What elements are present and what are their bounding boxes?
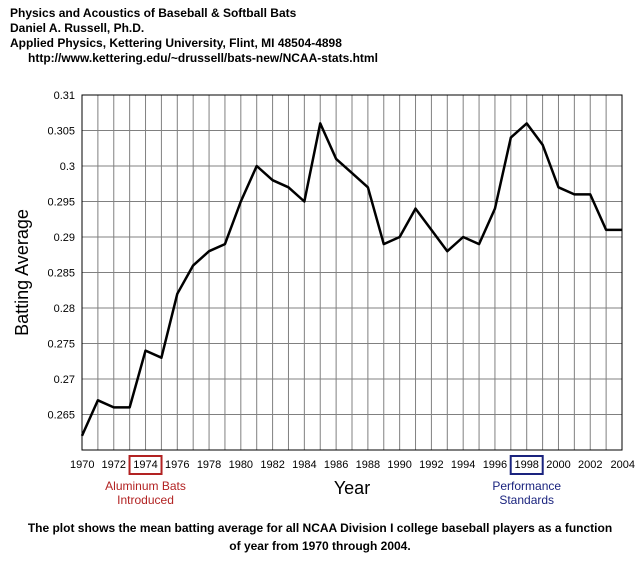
- x-tick-label: 1988: [356, 459, 380, 471]
- data-point: [129, 406, 131, 408]
- data-point: [478, 243, 480, 245]
- data-point: [367, 186, 369, 188]
- data-point: [287, 186, 290, 188]
- y-tick-label: 0.29: [54, 232, 75, 244]
- annotation-box: [128, 455, 163, 475]
- data-point: [335, 158, 337, 160]
- caption-line-2: of year from 1970 through 2004.: [229, 539, 411, 553]
- data-point: [526, 122, 528, 124]
- x-tick-label: 2004: [611, 459, 635, 471]
- data-point: [351, 172, 353, 174]
- batting-average-chart: 0.265 0.27 0.275 0.28 0.285 0.29 0.295 0.3 0.305…: [12, 90, 635, 507]
- plot-frame: [81, 94, 623, 451]
- annotation-label-line-2: Standards: [499, 493, 554, 507]
- page-header: Physics and Acoustics of Baseball & Soft…: [10, 6, 378, 66]
- data-point: [319, 122, 321, 124]
- x-tick-label: 1970: [70, 459, 94, 471]
- x-tick-label: 1978: [197, 459, 221, 471]
- data-points: [81, 122, 623, 437]
- data-point: [208, 250, 210, 252]
- x-tick-label: 1976: [165, 459, 189, 471]
- data-point: [224, 243, 226, 245]
- grid-lines: [82, 95, 622, 450]
- x-tick-label: 1992: [419, 459, 443, 471]
- y-tick-label: 0.28: [54, 303, 75, 315]
- annotation-label-line-1: Aluminum Bats: [105, 479, 186, 493]
- y-axis-label: Batting Average: [12, 209, 32, 336]
- y-tick-label: 0.3: [60, 161, 75, 173]
- header-author: Daniel A. Russell, Ph.D.: [10, 21, 145, 35]
- data-point: [462, 236, 464, 238]
- y-tick-labels: 0.265 0.27 0.275 0.28 0.285 0.29 0.295 0.3 0.305…: [47, 90, 75, 422]
- x-tick-label: 1990: [387, 459, 411, 471]
- y-tick-label: 0.305: [47, 126, 75, 138]
- y-tick-label: 0.265: [47, 410, 75, 422]
- y-tick-label: 0.295: [47, 197, 75, 209]
- data-point: [271, 179, 274, 181]
- data-point: [557, 186, 560, 188]
- data-point: [494, 208, 496, 210]
- x-tick-label: 1994: [451, 459, 475, 471]
- data-point: [176, 293, 178, 295]
- caption-line-1: The plot shows the mean batting average …: [27, 521, 613, 535]
- y-tick-label: 0.31: [54, 90, 75, 102]
- annotation-box: [509, 455, 544, 475]
- x-tick-label: 1972: [102, 459, 126, 471]
- data-point: [621, 229, 623, 231]
- data-point: [541, 144, 544, 146]
- header-title: Physics and Acoustics of Baseball & Soft…: [10, 6, 297, 20]
- x-tick-label: 1986: [324, 459, 348, 471]
- header-url[interactable]: http://www.kettering.edu/~drussell/bats-…: [28, 51, 378, 65]
- data-point: [192, 264, 194, 266]
- data-point: [605, 229, 607, 231]
- data-point: [573, 193, 575, 195]
- data-point: [240, 200, 242, 203]
- x-tick-label: 2002: [578, 459, 602, 471]
- annotation-label-line-2: Introduced: [117, 493, 174, 507]
- data-point: [510, 137, 512, 139]
- x-axis-label: Year: [334, 478, 370, 498]
- header-affiliation: Applied Physics, Kettering University, F…: [10, 36, 342, 50]
- x-tick-label: 1984: [292, 459, 316, 471]
- x-tick-label: 1996: [483, 459, 507, 471]
- x-tick-label: 2000: [546, 459, 570, 471]
- x-tick-label: 1982: [260, 459, 284, 471]
- x-tick-label: 1980: [229, 459, 253, 471]
- x-tick-labels: 1970 1972 1974 1976 1978 1980 1982 1984 1986 1988…: [70, 459, 635, 471]
- data-point: [399, 236, 401, 238]
- y-tick-label: 0.275: [47, 339, 75, 351]
- data-point: [160, 357, 163, 359]
- data-point: [113, 406, 115, 408]
- x-tick-label: 1974: [133, 459, 157, 471]
- data-point: [589, 193, 591, 195]
- data-point: [446, 250, 448, 252]
- x-tick-label: 1998: [514, 459, 538, 471]
- data-point: [97, 399, 99, 401]
- data-point: [383, 243, 385, 245]
- data-point: [256, 165, 258, 167]
- data-point: [414, 208, 417, 210]
- y-tick-label: 0.27: [54, 374, 75, 386]
- y-tick-label: 0.285: [47, 268, 75, 280]
- data-point: [144, 350, 147, 352]
- data-point: [303, 200, 305, 203]
- data-point: [81, 435, 83, 437]
- data-point: [430, 229, 433, 231]
- annotation-label-line-1: Performance: [492, 479, 561, 493]
- figure-caption: The plot shows the mean batting average …: [0, 519, 640, 555]
